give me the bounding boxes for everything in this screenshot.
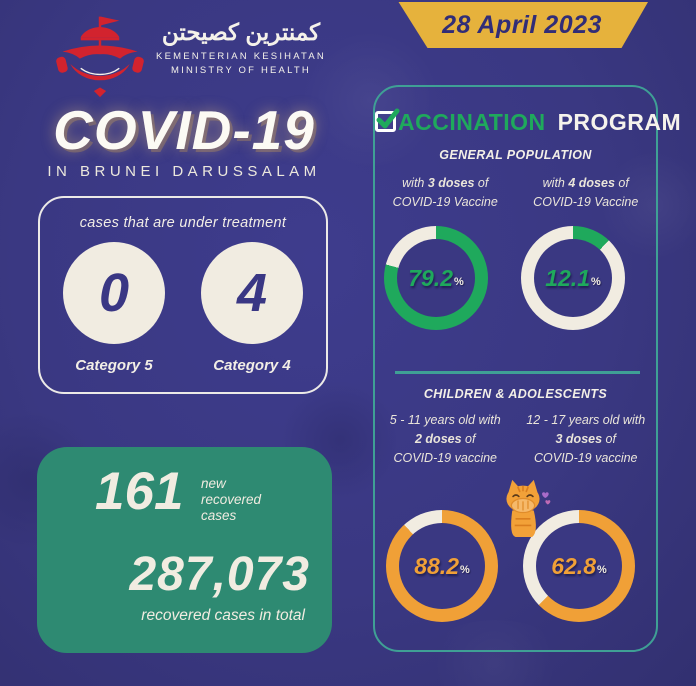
new-recovered-count: 161: [95, 462, 184, 521]
donut-hole: 79.2%: [397, 239, 475, 317]
ministry-name-malay: KEMENTERIAN KESIHATAN: [156, 50, 326, 62]
donut-chart-12-17: 62.8%: [523, 510, 635, 622]
donut-hole: 88.2%: [399, 523, 485, 609]
ministry-name-english: MINISTRY OF HEALTH: [171, 64, 311, 76]
children-dose-labels: 5 - 11 years old with 2 doses of COVID-1…: [375, 411, 656, 467]
vaccination-title-green: ACCINATION: [398, 109, 546, 135]
category-4-count: 4: [236, 263, 268, 323]
category-5-label: Category 5: [75, 357, 153, 374]
treatment-category-5: 0 Category 5: [63, 242, 165, 374]
donut-value-12-17: 62.8: [551, 552, 596, 579]
donut-value-4-doses: 12.1: [545, 264, 590, 291]
brunei-crest-logo: [56, 16, 144, 98]
page-subtitle: IN BRUNEI DARUSSALAM: [47, 163, 321, 180]
dose-label-3-doses: with 3 doses of COVID-19 Vaccine: [392, 176, 498, 209]
section-divider: [395, 371, 640, 374]
children-adolescents-heading: CHILDREN & ADOLESCENTS: [423, 387, 608, 401]
dose-label-5-11: 5 - 11 years old with 2 doses of COVID-1…: [389, 413, 501, 465]
vaccination-card: ACCINATION PROGRAM GENERAL POPULATION wi…: [373, 85, 681, 652]
category-4-count-circle: 4: [201, 242, 303, 344]
new-recovered-label: new recovered cases: [201, 476, 262, 524]
category-5-count-circle: 0: [63, 242, 165, 344]
donut-hole: 12.1%: [534, 239, 612, 317]
donut-chart-3-doses: 79.2%: [384, 226, 488, 330]
treatment-circles: 0 Category 5 4 Category 4: [40, 242, 326, 374]
treatment-category-4: 4 Category 4: [201, 242, 303, 374]
donut-chart-5-11: 88.2%: [386, 510, 498, 622]
general-population-heading: GENERAL POPULATION: [439, 148, 592, 162]
dose-label-12-17: 12 - 17 years old with 3 doses of COVID-…: [526, 413, 646, 465]
checkbox-check-icon: [375, 108, 400, 132]
ministry-name-jawi: كمنترين كصيحتن: [161, 19, 321, 45]
page-title: COVID-19: [53, 99, 315, 161]
treatment-heading: cases that are under treatment: [79, 215, 287, 231]
date-banner: 28 April 2023: [398, 2, 648, 48]
ministry-wordmark: كمنترين كصيحتن KEMENTERIAN KESIHATAN MIN…: [142, 18, 340, 77]
vaccination-title: ACCINATION PROGRAM: [375, 108, 681, 136]
donut-chart-4-doses: 12.1%: [521, 226, 625, 330]
donut-value-3-doses: 79.2: [408, 264, 453, 291]
general-dose-labels: with 3 doses of COVID-19 Vaccine with 4 …: [375, 174, 656, 212]
total-recovered-count: 287,073: [129, 548, 310, 601]
total-recovered-label: recovered cases in total: [141, 607, 305, 624]
category-4-label: Category 4: [213, 357, 291, 374]
cat-sticker: [506, 479, 551, 537]
dose-label-4-doses: with 4 doses of COVID-19 Vaccine: [533, 176, 639, 209]
date-text: 28 April 2023: [442, 10, 602, 39]
category-5-count: 0: [98, 263, 130, 323]
donut-value-5-11: 88.2: [414, 552, 459, 579]
donut-hole: 62.8%: [536, 523, 622, 609]
treatment-card: cases that are under treatment 0 Categor…: [38, 196, 328, 394]
vaccination-title-white: PROGRAM: [557, 109, 682, 135]
recovered-card: 161 new recovered cases 287,073 recovere…: [37, 447, 332, 653]
